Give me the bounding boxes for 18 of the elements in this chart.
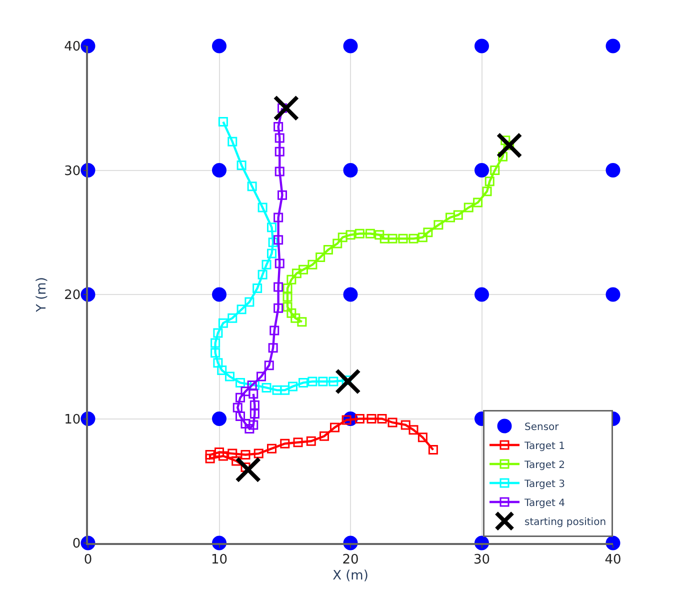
y-tick-label: 30 (64, 164, 81, 179)
legend-label: Sensor (524, 422, 560, 433)
x-axis-title: X (m) (332, 568, 368, 584)
y-axis-title: Y (m) (34, 277, 50, 313)
legend-label: Target 2 (524, 460, 565, 471)
x-tick-label: 30 (473, 552, 490, 568)
y-tick-label: 10 (64, 412, 81, 428)
x-tick-label: 40 (604, 552, 622, 568)
x-tick-label: 20 (342, 552, 359, 568)
y-tick-label: 40 (64, 40, 81, 55)
y-tick-label: 20 (64, 288, 81, 304)
legend-label: Target 1 (524, 440, 565, 452)
legend-label: Target 4 (524, 498, 565, 509)
legend-label: starting position (524, 516, 606, 528)
y-tick-label: 0 (72, 536, 81, 552)
x-tick-label: 10 (210, 552, 228, 568)
x-tick-label: 0 (84, 552, 92, 568)
legend-label: Target 3 (524, 478, 565, 490)
